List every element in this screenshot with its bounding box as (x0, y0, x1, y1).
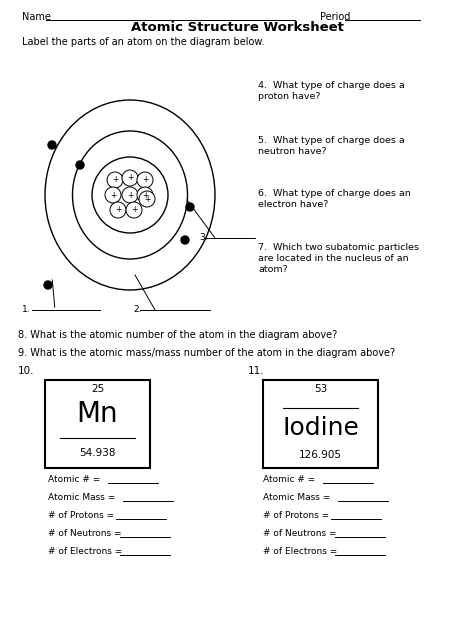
Text: are located in the nucleus of an: are located in the nucleus of an (258, 254, 409, 263)
Circle shape (137, 187, 153, 203)
Circle shape (122, 187, 138, 203)
Text: electron have?: electron have? (258, 200, 328, 209)
Text: 11.: 11. (248, 366, 264, 376)
Circle shape (122, 170, 138, 186)
Text: Label the parts of an atom on the diagram below.: Label the parts of an atom on the diagra… (22, 37, 264, 47)
Text: Atomic Mass =: Atomic Mass = (263, 493, 330, 502)
Circle shape (76, 161, 84, 169)
Text: 5.  What type of charge does a: 5. What type of charge does a (258, 136, 405, 145)
Text: # of Protons =: # of Protons = (263, 511, 329, 520)
Text: +: + (131, 205, 137, 214)
Circle shape (107, 172, 123, 188)
Text: +: + (142, 190, 148, 200)
Text: Atomic Structure Worksheet: Atomic Structure Worksheet (130, 21, 344, 34)
Text: 9. What is the atomic mass/mass number of the atom in the diagram above?: 9. What is the atomic mass/mass number o… (18, 348, 395, 358)
Text: atom?: atom? (258, 265, 288, 274)
Text: 10.: 10. (18, 366, 35, 376)
Bar (263, 380, 378, 468)
Text: 7.  Which two subatomic particles: 7. Which two subatomic particles (258, 243, 419, 252)
Circle shape (48, 141, 56, 149)
Circle shape (137, 172, 153, 188)
Circle shape (105, 187, 121, 203)
Text: Period: Period (320, 12, 350, 22)
Text: 6.  What type of charge does an: 6. What type of charge does an (258, 189, 411, 198)
Text: 2.: 2. (133, 305, 142, 314)
Text: 25: 25 (91, 384, 104, 394)
Text: Atomic Mass =: Atomic Mass = (48, 493, 115, 502)
Circle shape (92, 157, 168, 233)
Text: 8. What is the atomic number of the atom in the diagram above?: 8. What is the atomic number of the atom… (18, 330, 337, 340)
Text: # of Neutrons =: # of Neutrons = (48, 529, 121, 538)
Text: Atomic # =: Atomic # = (263, 475, 315, 484)
Text: # of Protons =: # of Protons = (48, 511, 114, 520)
Text: 1.: 1. (22, 305, 31, 314)
Text: 54.938: 54.938 (79, 448, 116, 458)
Circle shape (181, 236, 189, 244)
Text: +: + (127, 174, 133, 183)
Circle shape (44, 281, 52, 289)
Text: Name: Name (22, 12, 51, 22)
Text: # of Neutrons =: # of Neutrons = (263, 529, 337, 538)
Text: Mn: Mn (77, 400, 118, 428)
Text: +: + (142, 176, 148, 185)
Text: # of Electrons =: # of Electrons = (263, 547, 337, 556)
Text: 53: 53 (314, 384, 327, 394)
Text: +: + (127, 190, 133, 200)
Text: +: + (144, 195, 150, 204)
Text: +: + (115, 205, 121, 214)
Text: proton have?: proton have? (258, 92, 320, 101)
Circle shape (186, 203, 194, 211)
Text: Atomic # =: Atomic # = (48, 475, 100, 484)
Text: +: + (112, 176, 118, 185)
Circle shape (110, 202, 126, 218)
Text: 3.: 3. (199, 233, 208, 242)
Circle shape (126, 202, 142, 218)
Circle shape (139, 191, 155, 207)
Text: 126.905: 126.905 (299, 450, 342, 460)
Text: Iodine: Iodine (282, 416, 359, 440)
Text: neutron have?: neutron have? (258, 147, 327, 156)
Bar (45, 380, 150, 468)
Text: # of Electrons =: # of Electrons = (48, 547, 122, 556)
Text: +: + (110, 190, 116, 200)
Text: 4.  What type of charge does a: 4. What type of charge does a (258, 81, 405, 90)
